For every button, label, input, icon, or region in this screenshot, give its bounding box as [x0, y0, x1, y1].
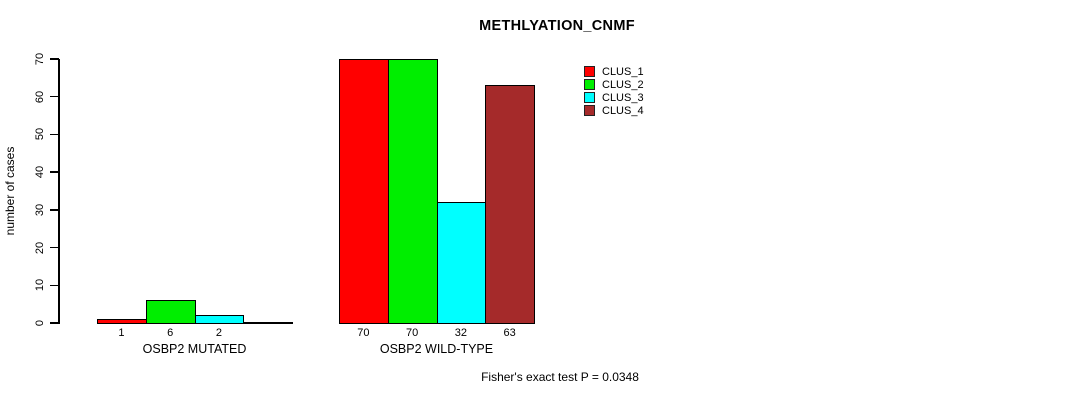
y-axis-tick-label: 50: [34, 128, 46, 141]
y-axis-tick: [50, 246, 59, 249]
legend-swatch-icon: [584, 105, 595, 116]
chart-title: METHLYATION_CNMF: [479, 18, 635, 34]
bar-value-label: 32: [454, 327, 467, 339]
bar-clus_2-group1: [145, 300, 196, 324]
y-axis-tick: [50, 171, 59, 173]
bar-clus_2-group2: [387, 59, 438, 324]
legend-item-clus_4: CLUS_4: [584, 104, 644, 117]
legend-swatch-icon: [584, 66, 595, 77]
group-label: OSBP2 WILD-TYPE: [379, 342, 494, 356]
legend-item-clus_2: CLUS_2: [584, 78, 644, 91]
legend-item-clus_1: CLUS_1: [584, 65, 644, 78]
fisher-exact-test-annotation: Fisher's exact test P = 0.0348: [481, 370, 639, 384]
legend-label: CLUS_1: [602, 65, 644, 78]
y-axis-tick-label: 20: [34, 241, 46, 254]
y-axis-line: [58, 59, 60, 324]
y-axis-tick-label: 70: [34, 52, 46, 66]
legend-label: CLUS_4: [602, 104, 644, 117]
bar-clus_4-group2: [485, 85, 535, 324]
bar-value-label: 63: [503, 327, 516, 339]
bar-value-label: 6: [167, 327, 174, 339]
y-axis-tick-label: 0: [34, 319, 46, 327]
bar-clus_1-group2: [339, 59, 389, 324]
bar-clus_1-group1: [97, 319, 147, 324]
y-axis-tick: [50, 284, 59, 287]
y-axis-tick: [50, 209, 59, 211]
bar-value-label: 1: [118, 327, 125, 339]
y-axis-tick-label: 10: [34, 279, 46, 292]
y-axis-tick: [50, 95, 59, 98]
y-axis-tick: [50, 322, 59, 324]
bar-value-label: 70: [406, 327, 419, 339]
legend-label: CLUS_2: [602, 78, 644, 91]
y-axis-tick-label: 40: [34, 166, 46, 179]
legend-item-clus_3: CLUS_3: [584, 91, 644, 104]
bar-value-label: 2: [215, 327, 222, 339]
y-axis-tick: [50, 133, 59, 136]
y-axis-label: number of cases: [3, 146, 17, 236]
legend: CLUS_1 CLUS_2 CLUS_3 CLUS_4: [584, 65, 644, 117]
y-axis-tick-label: 30: [34, 203, 46, 216]
group-label: OSBP2 MUTATED: [142, 342, 247, 356]
legend-swatch-icon: [584, 79, 595, 90]
bar-clus_3-group2: [436, 202, 487, 324]
y-axis-tick-label: 60: [34, 90, 46, 103]
y-axis-tick: [50, 58, 59, 60]
legend-label: CLUS_3: [602, 91, 644, 104]
legend-swatch-icon: [584, 92, 595, 103]
bar-value-label: 70: [357, 327, 370, 339]
bar-clus_3-group1: [194, 315, 245, 324]
